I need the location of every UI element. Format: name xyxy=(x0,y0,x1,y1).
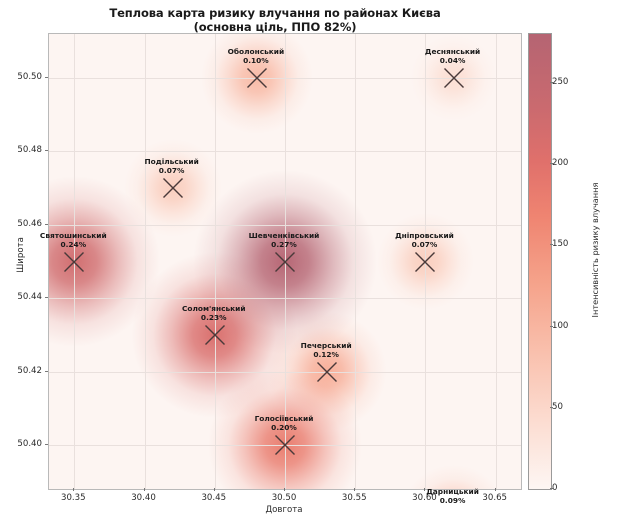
district-label-Дарницький: Дарницький 0.09% xyxy=(426,487,479,505)
x-tick-label: 30.50 xyxy=(271,493,297,503)
district-marker-Солом'янський[interactable] xyxy=(202,322,228,348)
district-value: 0.23% xyxy=(200,312,227,322)
chart-title: Теплова карта ризику влучання по районах… xyxy=(30,6,520,34)
colorbar-tick-mark xyxy=(550,488,553,489)
district-value: 0.20% xyxy=(271,422,297,432)
district-marker-Голосіївський[interactable] xyxy=(272,432,298,458)
colorbar-label: Інтенсивність ризику влучання xyxy=(590,182,600,318)
x-tick-mark xyxy=(354,488,356,491)
colorbar-tick-mark xyxy=(550,163,553,164)
colorbar-tick-mark xyxy=(550,406,553,408)
y-tick-mark xyxy=(45,370,48,372)
gridline-vertical xyxy=(144,34,146,489)
district-label-Шевченківський: Шевченківський 0.27% xyxy=(249,231,320,249)
colorbar-tick-label: 100 xyxy=(552,320,569,331)
y-tick-label: 50.46 xyxy=(17,218,42,229)
x-tick-mark xyxy=(73,488,75,491)
gridline-vertical xyxy=(495,34,497,489)
district-label-Дніпровський: Дніпровський 0.07% xyxy=(395,231,454,249)
district-name: Дарницький xyxy=(426,487,479,497)
district-name: Святошинський xyxy=(39,230,107,240)
district-value: 0.12% xyxy=(313,349,339,359)
y-tick-mark xyxy=(45,297,48,299)
gridline-horizontal xyxy=(49,371,521,373)
y-tick-label: 50.40 xyxy=(17,438,42,449)
plot-area xyxy=(48,33,522,490)
district-label-Святошинський: Святошинський 0.24% xyxy=(40,231,107,249)
district-name: Деснянський xyxy=(424,47,481,57)
heat-blob xyxy=(400,465,507,489)
colorbar xyxy=(528,33,552,490)
gridline-horizontal xyxy=(49,151,521,153)
y-tick-label: 50.50 xyxy=(17,72,42,83)
x-tick-label: 30.45 xyxy=(201,493,227,503)
colorbar-tick-label: 50 xyxy=(552,401,563,412)
district-label-Печерський: Печерський 0.12% xyxy=(301,341,352,359)
y-tick-mark xyxy=(45,443,48,445)
heat-blob xyxy=(201,34,313,134)
x-axis-label: Довгота xyxy=(265,505,303,515)
district-name: Печерський xyxy=(300,340,352,350)
district-marker-Печерський[interactable] xyxy=(314,359,340,385)
district-label-Солом'янський: Солом'янський 0.23% xyxy=(182,304,246,322)
y-tick-label: 50.48 xyxy=(17,145,42,156)
colorbar-tick-label: 200 xyxy=(552,158,569,168)
district-label-Подільський: Подільський 0.07% xyxy=(144,157,198,175)
district-value: 0.04% xyxy=(439,56,466,66)
gridline-vertical xyxy=(214,34,216,489)
district-value: 0.07% xyxy=(411,239,438,249)
gridline-horizontal xyxy=(49,78,521,80)
chart-title-line2: (основна ціль, ППО 82%) xyxy=(193,20,357,34)
colorbar-tick-mark xyxy=(550,81,553,83)
district-value: 0.24% xyxy=(60,239,87,249)
district-marker-Оболонський[interactable] xyxy=(244,65,270,91)
heatmap-layer xyxy=(49,34,521,489)
x-tick-mark xyxy=(143,488,145,491)
y-axis-label: Широта xyxy=(16,237,26,273)
district-name: Голосіївський xyxy=(254,413,314,423)
district-label-Деснянський: Деснянський 0.04% xyxy=(425,47,480,65)
district-marker-Подільський[interactable] xyxy=(160,175,186,201)
y-tick-mark xyxy=(45,77,48,79)
colorbar-tick-mark xyxy=(550,244,553,246)
district-value: 0.10% xyxy=(243,56,269,66)
district-label-Голосіївський: Голосіївський 0.20% xyxy=(255,414,314,432)
district-name: Шевченківський xyxy=(248,230,320,240)
district-marker-Шевченківський[interactable] xyxy=(272,249,298,275)
x-tick-label: 30.65 xyxy=(482,493,508,503)
gridline-horizontal xyxy=(49,298,521,300)
district-marker-Святошинський[interactable] xyxy=(61,249,87,275)
district-marker-Дніпровський[interactable] xyxy=(412,249,438,275)
gridline-horizontal xyxy=(49,224,521,226)
district-marker-Деснянський[interactable] xyxy=(441,65,467,91)
x-tick-mark xyxy=(213,488,215,491)
colorbar-tick-label: 150 xyxy=(552,239,569,250)
district-label-Оболонський: Оболонський 0.10% xyxy=(228,47,285,65)
x-tick-label: 30.35 xyxy=(60,493,86,503)
district-value: 0.09% xyxy=(439,496,466,506)
x-tick-mark xyxy=(284,488,285,491)
y-tick-label: 50.42 xyxy=(17,365,42,376)
chart-title-line1: Теплова карта ризику влучання по районах… xyxy=(109,6,441,20)
x-tick-label: 30.55 xyxy=(341,493,367,503)
y-tick-mark xyxy=(45,150,48,152)
gridline-vertical xyxy=(355,34,357,489)
district-name: Дніпровський xyxy=(395,230,454,240)
x-tick-mark xyxy=(424,488,426,491)
y-tick-mark xyxy=(45,223,48,225)
district-value: 0.07% xyxy=(158,166,185,176)
district-value: 0.27% xyxy=(271,239,297,249)
district-name: Солом'янський xyxy=(181,303,246,313)
colorbar-tick-label: 250 xyxy=(552,76,569,87)
district-name: Подільський xyxy=(144,157,199,167)
y-tick-label: 50.44 xyxy=(17,292,42,303)
x-tick-label: 30.40 xyxy=(131,493,156,503)
colorbar-tick-label: 0 xyxy=(552,483,558,493)
x-tick-mark xyxy=(494,488,496,491)
district-name: Оболонський xyxy=(227,47,285,57)
x-tick-label: 30.60 xyxy=(412,493,437,503)
colorbar-tick-mark xyxy=(550,325,553,327)
